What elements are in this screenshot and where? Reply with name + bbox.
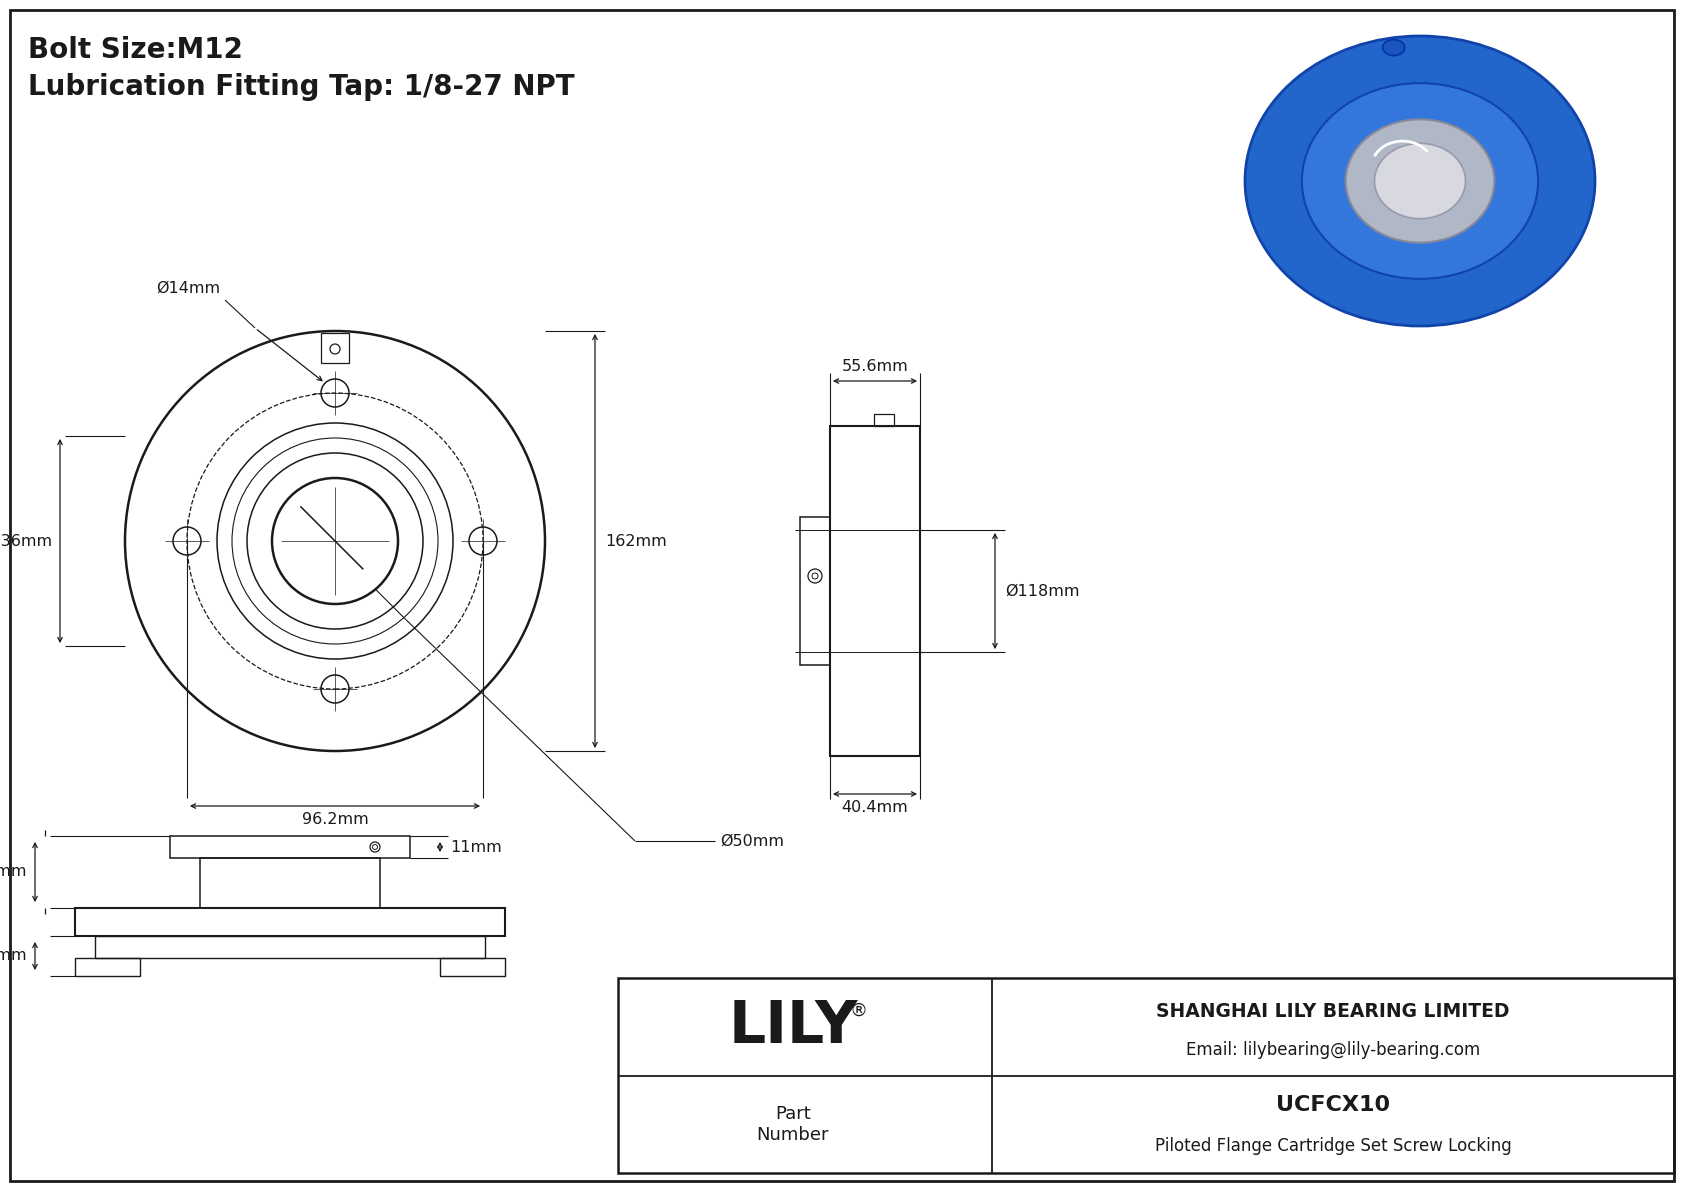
Text: 16mm: 16mm <box>0 948 27 964</box>
Text: Ø14mm: Ø14mm <box>157 281 221 297</box>
Ellipse shape <box>1494 74 1549 119</box>
Bar <box>170 836 409 858</box>
Bar <box>830 426 919 756</box>
Text: LILY: LILY <box>727 998 857 1055</box>
Bar <box>200 858 381 908</box>
Bar <box>76 908 505 936</box>
Bar <box>440 958 505 975</box>
Text: Lubrication Fitting Tap: 1/8-27 NPT: Lubrication Fitting Tap: 1/8-27 NPT <box>29 73 574 101</box>
Ellipse shape <box>1292 243 1346 287</box>
Text: Bolt Size:M12: Bolt Size:M12 <box>29 36 242 64</box>
Text: 96.2mm: 96.2mm <box>301 812 369 827</box>
Text: Ø50mm: Ø50mm <box>721 834 785 848</box>
Ellipse shape <box>1302 83 1537 279</box>
Text: 162mm: 162mm <box>605 534 667 549</box>
Ellipse shape <box>1494 243 1549 287</box>
Text: Part
Number: Part Number <box>756 1105 829 1143</box>
Text: SHANGHAI LILY BEARING LIMITED: SHANGHAI LILY BEARING LIMITED <box>1157 1002 1511 1021</box>
Text: Ø118mm: Ø118mm <box>1005 584 1079 599</box>
Ellipse shape <box>1244 36 1595 326</box>
Bar <box>800 517 830 665</box>
Ellipse shape <box>1346 119 1494 243</box>
Bar <box>94 936 485 958</box>
Text: ®: ® <box>849 1002 867 1019</box>
Bar <box>76 958 140 975</box>
Bar <box>322 333 349 363</box>
Text: Piloted Flange Cartridge Set Screw Locking: Piloted Flange Cartridge Set Screw Locki… <box>1155 1136 1511 1155</box>
Bar <box>874 414 894 426</box>
Text: Email: lilybearing@lily-bearing.com: Email: lilybearing@lily-bearing.com <box>1186 1041 1480 1059</box>
Text: 11mm: 11mm <box>450 840 502 854</box>
Text: 40.4mm: 40.4mm <box>842 800 908 815</box>
Ellipse shape <box>1292 74 1346 119</box>
Bar <box>618 978 1674 1173</box>
Text: UCFCX10: UCFCX10 <box>1276 1095 1389 1115</box>
Text: 25mm: 25mm <box>0 865 27 879</box>
Text: Ø136mm: Ø136mm <box>0 534 52 549</box>
Text: 55.6mm: 55.6mm <box>842 358 908 374</box>
Ellipse shape <box>1374 143 1465 219</box>
Ellipse shape <box>1383 39 1404 56</box>
